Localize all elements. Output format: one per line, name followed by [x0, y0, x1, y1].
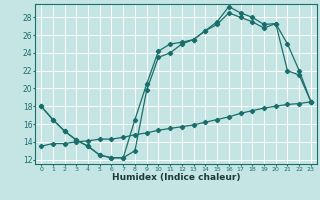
- X-axis label: Humidex (Indice chaleur): Humidex (Indice chaleur): [112, 173, 240, 182]
